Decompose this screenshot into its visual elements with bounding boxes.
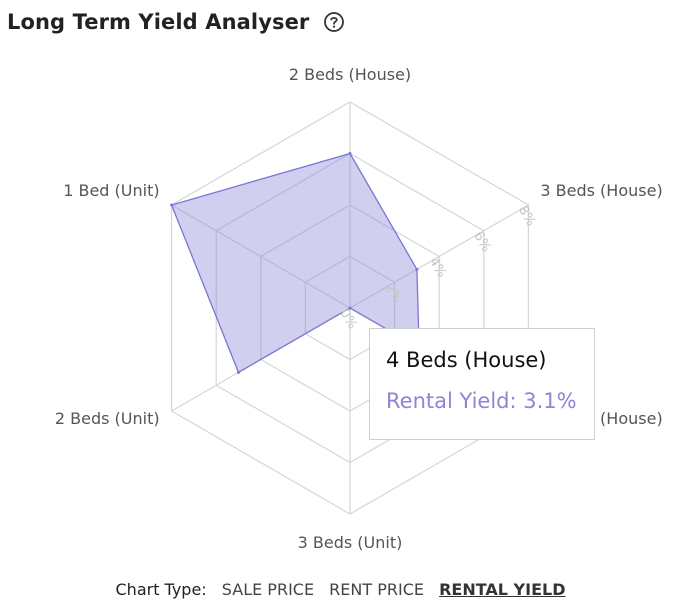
help-circle-icon[interactable]: [323, 11, 345, 33]
tick-label-5: 8%: [515, 204, 538, 229]
chart-type-rental-yield[interactable]: RENTAL YIELD: [439, 580, 566, 599]
tick-label-4: 6%: [470, 229, 493, 254]
chart-type-label: Chart Type:: [115, 580, 207, 599]
chart-type-selector: Chart Type: SALE PRICE RENT PRICE RENTAL…: [0, 580, 681, 599]
series-point-6: [170, 203, 174, 207]
tick-label-3: 4%: [426, 255, 449, 280]
series-point-2: [415, 267, 419, 271]
axis-label-1: 2 Beds (House): [289, 65, 411, 84]
axis-label-4: 3 Beds (Unit): [298, 533, 403, 552]
series-point-5: [236, 370, 240, 374]
chart-tooltip: 4 Beds (House) Rental Yield: 3.1%: [369, 328, 595, 440]
grid-spoke-2: [349, 204, 529, 309]
axis-label-5: 2 Beds (Unit): [55, 409, 160, 428]
tooltip-value: Rental Yield: 3.1%: [386, 389, 577, 413]
page-header: Long Term Yield Analyser: [7, 5, 345, 39]
chart-type-sale-price[interactable]: SALE PRICE: [221, 580, 315, 599]
radar-chart: 0%2%4%6%8%2 Beds (House)3 Beds (House)4 …: [55, 65, 663, 552]
series-point-4: [348, 306, 352, 310]
page-title: Long Term Yield Analyser: [7, 10, 310, 34]
chart-type-rent-price[interactable]: RENT PRICE: [329, 580, 424, 599]
axis-label-2: 3 Beds (House): [540, 181, 662, 200]
series-point-1: [348, 152, 352, 155]
tooltip-title: 4 Beds (House): [386, 348, 547, 372]
grid-spoke-6: [171, 204, 351, 309]
axis-label-6: 1 Bed (Unit): [63, 181, 159, 200]
